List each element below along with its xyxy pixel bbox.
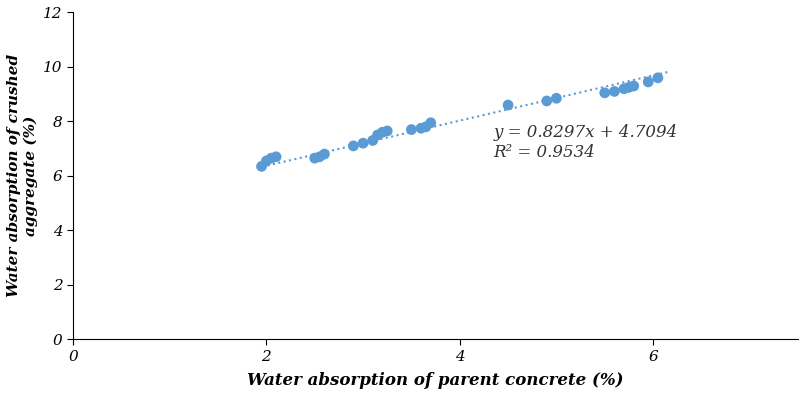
- Y-axis label: Water absorption of crushed
aggregate (%): Water absorption of crushed aggregate (%…: [7, 54, 38, 297]
- Point: [540, 98, 553, 104]
- Point: [419, 124, 432, 130]
- Point: [405, 126, 418, 133]
- Point: [598, 89, 611, 96]
- Point: [265, 155, 278, 161]
- Point: [376, 129, 389, 135]
- Point: [371, 132, 384, 138]
- Point: [255, 163, 268, 169]
- Point: [308, 155, 321, 161]
- Point: [381, 128, 394, 134]
- Point: [617, 86, 630, 92]
- Point: [642, 79, 654, 85]
- Point: [415, 125, 427, 131]
- Point: [424, 120, 437, 126]
- Point: [627, 83, 640, 89]
- Point: [550, 95, 563, 101]
- Point: [622, 84, 635, 91]
- X-axis label: Water absorption of parent concrete (%): Water absorption of parent concrete (%): [247, 372, 624, 389]
- Point: [270, 154, 283, 160]
- Point: [502, 102, 514, 108]
- Point: [608, 88, 621, 95]
- Point: [651, 75, 664, 81]
- Point: [366, 137, 379, 144]
- Point: [318, 151, 331, 157]
- Point: [347, 143, 360, 149]
- Text: y = 0.8297x + 4.7094
R² = 0.9534: y = 0.8297x + 4.7094 R² = 0.9534: [493, 124, 678, 161]
- Point: [260, 158, 273, 164]
- Point: [313, 154, 326, 160]
- Point: [357, 140, 369, 147]
